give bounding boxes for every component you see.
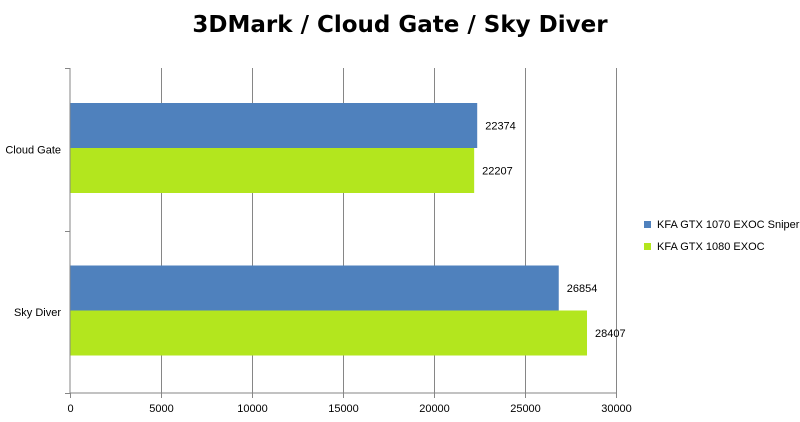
x-tick-label: 5000 [149, 403, 173, 415]
bar [70, 148, 475, 193]
bar [70, 310, 588, 356]
data-label: 28407 [595, 328, 626, 340]
data-label: 22207 [482, 166, 513, 178]
bar [70, 103, 478, 148]
legend-swatch [644, 221, 651, 228]
data-label: 22374 [485, 121, 516, 133]
legend-swatch [644, 243, 651, 250]
legend: KFA GTX 1070 EXOC Sniper KFA GTX 1080 EXO… [644, 219, 800, 253]
labels: 0 5000 10000 15000 20000 25000 30000 Cloud Gate… [5, 121, 631, 416]
x-tick-label: 0 [67, 403, 73, 415]
category-label: Cloud Gate [5, 144, 61, 156]
data-label: 26854 [567, 283, 598, 295]
x-tick-label: 15000 [328, 403, 359, 415]
legend-label: KFA GTX 1070 EXOC Sniper [657, 219, 800, 231]
x-tick-label: 20000 [419, 403, 450, 415]
chart-title: 3DMark / Cloud Gate / Sky Diver [192, 12, 608, 38]
x-tick-label: 30000 [601, 403, 632, 415]
bars [70, 103, 588, 356]
bar [70, 265, 559, 311]
category-label: Sky Diver [14, 307, 61, 319]
x-tick-label: 10000 [237, 403, 268, 415]
x-tick-label: 25000 [510, 403, 541, 415]
legend-label: KFA GTX 1080 EXOC [657, 241, 765, 253]
axes [65, 68, 617, 398]
